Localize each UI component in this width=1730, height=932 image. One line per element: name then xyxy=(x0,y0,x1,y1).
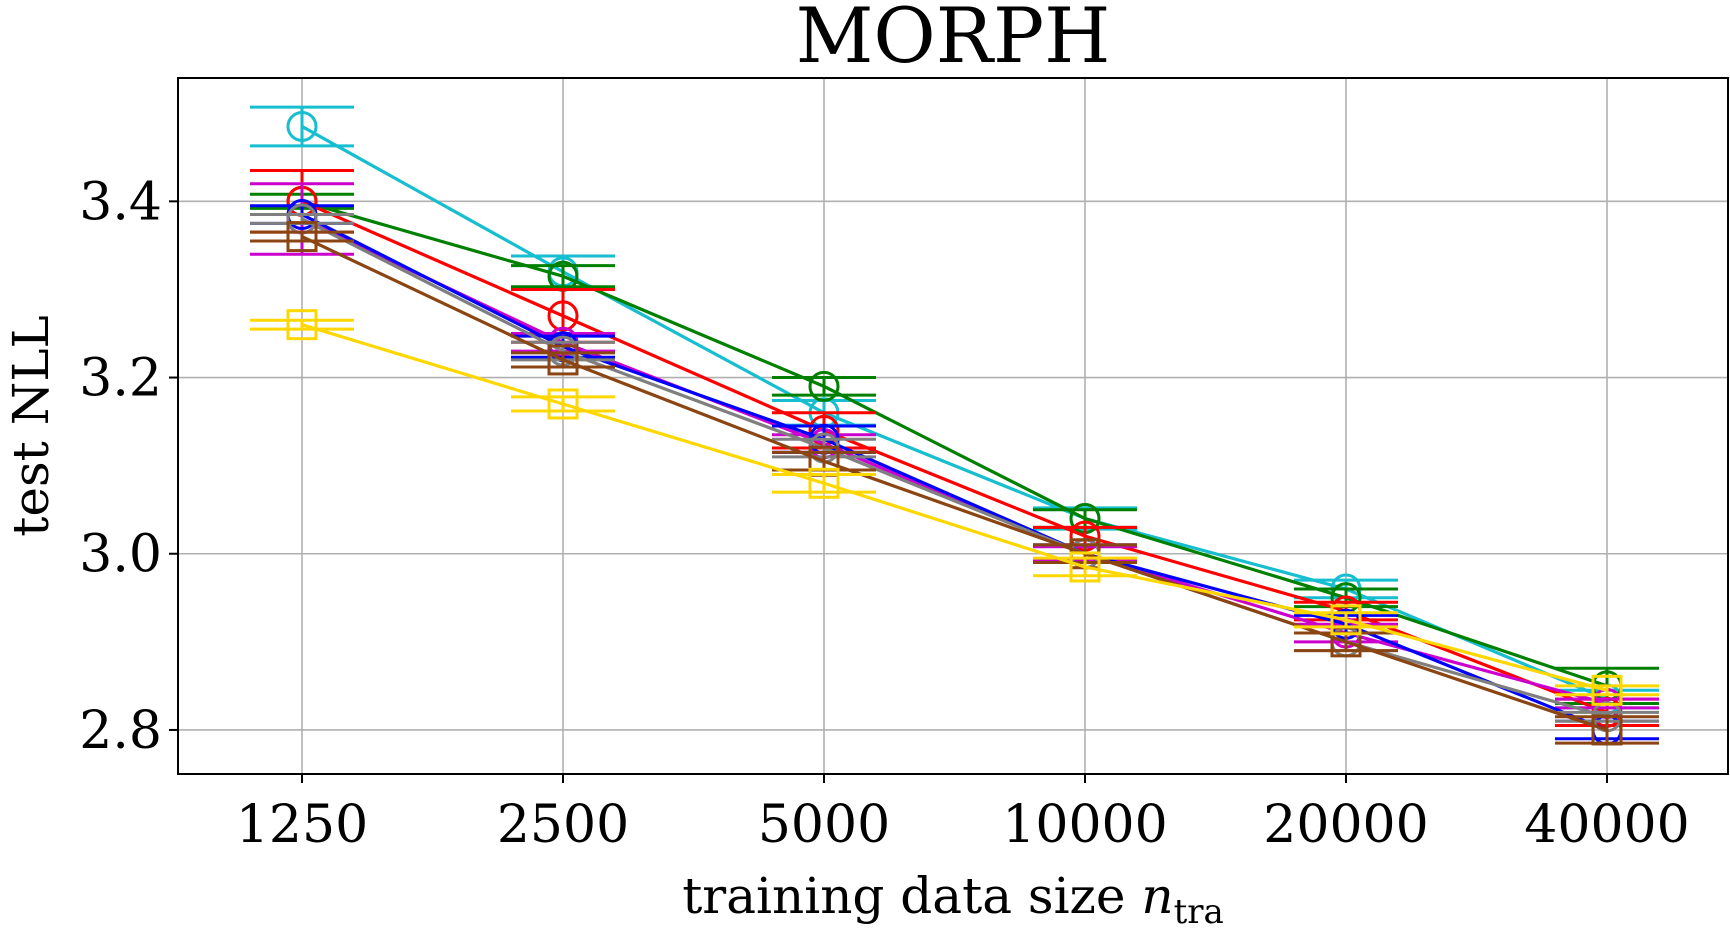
data-point-square xyxy=(547,344,579,376)
ticks: 1250 2500 5000 10000 20000 40000 2.8 3.0 3.2 3.4 xyxy=(79,172,1689,855)
data-point-square xyxy=(286,221,318,253)
x-tick-label: 40000 xyxy=(1524,795,1689,855)
plot-frame xyxy=(177,77,1729,775)
x-tick-label: 10000 xyxy=(1002,795,1167,855)
series-line-gold xyxy=(301,323,1608,692)
x-axis-label-var: n xyxy=(1141,867,1173,925)
x-axis-label-prefix: training data size xyxy=(682,867,1141,925)
y-tick-label: 3.2 xyxy=(79,349,162,409)
data-point-square xyxy=(286,309,318,341)
data-point-square xyxy=(1330,604,1362,636)
data-point-circle xyxy=(286,110,318,142)
y-tick-label: 3.0 xyxy=(79,525,162,585)
data-point-square xyxy=(1591,674,1623,706)
y-tick-label: 3.4 xyxy=(79,172,162,232)
series-line-gray xyxy=(301,217,1608,719)
series-gold xyxy=(250,309,1659,706)
x-tick-label: 5000 xyxy=(758,795,890,855)
x-axis-label: training data size ntra xyxy=(682,867,1224,932)
series-layer xyxy=(250,105,1659,746)
data-point-square xyxy=(547,388,579,420)
x-tick-label: 20000 xyxy=(1263,795,1428,855)
series-brown xyxy=(250,221,1659,746)
data-point-square xyxy=(808,467,840,499)
y-axis-label: test NLL xyxy=(2,315,60,536)
x-tick-label: 1250 xyxy=(236,795,368,855)
data-point-circle xyxy=(547,300,579,332)
series-line-blue xyxy=(301,213,1608,732)
series-line-brown xyxy=(301,235,1608,732)
x-axis-label-sub: tra xyxy=(1174,892,1224,932)
series-line-magenta xyxy=(301,217,1608,706)
data-point-square xyxy=(1069,551,1101,583)
data-point-circle xyxy=(808,370,840,402)
x-tick-label: 2500 xyxy=(497,795,629,855)
data-point-square xyxy=(1591,714,1623,746)
y-tick-label: 2.8 xyxy=(79,701,162,761)
chart-title: MORPH xyxy=(796,0,1111,80)
